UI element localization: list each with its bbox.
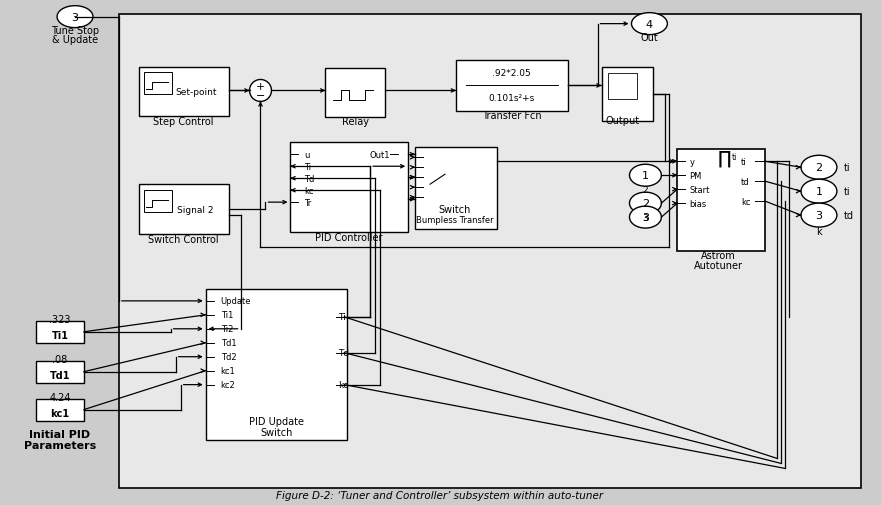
Text: 2: 2 (816, 163, 823, 173)
Text: Figure D-2: ‘Tuner and Controller’ subsystem within auto-tuner: Figure D-2: ‘Tuner and Controller’ subsy… (277, 490, 603, 500)
FancyBboxPatch shape (139, 185, 228, 235)
Text: 3: 3 (642, 213, 648, 222)
Text: kc: kc (304, 186, 314, 195)
Text: 1: 1 (816, 187, 823, 197)
Text: .08: .08 (53, 354, 68, 364)
Text: 2: 2 (642, 199, 649, 209)
Text: +: + (255, 82, 265, 92)
FancyBboxPatch shape (608, 74, 638, 100)
FancyBboxPatch shape (325, 68, 385, 118)
Text: Ti: Ti (304, 163, 312, 171)
FancyBboxPatch shape (144, 73, 172, 95)
Text: td: td (844, 211, 854, 221)
Text: −: − (255, 91, 265, 101)
Text: Td2: Td2 (220, 352, 236, 362)
FancyBboxPatch shape (36, 399, 84, 421)
Text: Td: Td (338, 348, 350, 358)
FancyBboxPatch shape (602, 67, 654, 122)
Text: 0.101s²+s: 0.101s²+s (489, 94, 535, 103)
Text: 4.24: 4.24 (49, 392, 70, 402)
Text: PID Update: PID Update (249, 416, 304, 426)
Text: Start: Start (689, 185, 710, 194)
FancyBboxPatch shape (205, 289, 347, 440)
Text: .323: .323 (49, 314, 70, 324)
Text: 3: 3 (816, 211, 823, 221)
Ellipse shape (801, 180, 837, 204)
Text: Switch: Switch (439, 205, 471, 215)
Text: u: u (304, 150, 310, 160)
FancyBboxPatch shape (139, 67, 228, 117)
FancyBboxPatch shape (36, 361, 84, 383)
Ellipse shape (57, 7, 93, 29)
Text: kc: kc (741, 197, 751, 206)
Text: 3: 3 (642, 213, 649, 223)
Text: Out: Out (640, 32, 658, 42)
Text: Update: Update (220, 297, 251, 306)
Text: Ti1: Ti1 (220, 311, 233, 320)
FancyBboxPatch shape (119, 15, 861, 488)
Ellipse shape (630, 165, 662, 187)
FancyBboxPatch shape (291, 143, 408, 233)
Text: 2: 2 (642, 185, 648, 194)
Text: Autotuner: Autotuner (693, 261, 743, 271)
Text: Switch Control: Switch Control (148, 234, 219, 244)
Text: k: k (816, 227, 822, 236)
Text: Ti: Ti (338, 313, 346, 322)
Text: ti: ti (844, 163, 850, 173)
Text: 4: 4 (646, 20, 653, 30)
Text: kc1: kc1 (220, 367, 235, 375)
Text: td: td (741, 177, 750, 186)
Text: Td: Td (304, 174, 315, 183)
Text: .92*2.05: .92*2.05 (492, 69, 531, 78)
Text: y: y (689, 158, 694, 167)
FancyBboxPatch shape (144, 191, 172, 213)
Text: 1: 1 (642, 171, 649, 181)
Circle shape (249, 80, 271, 102)
Text: kc: kc (338, 380, 349, 389)
Text: ti: ti (741, 158, 747, 167)
Text: Td1: Td1 (220, 338, 236, 347)
Text: Ti1: Ti1 (52, 330, 69, 340)
Text: Set-point: Set-point (175, 88, 217, 97)
Text: Bumpless Transfer: Bumpless Transfer (416, 215, 493, 224)
Text: Switch: Switch (260, 427, 292, 437)
FancyBboxPatch shape (415, 148, 497, 230)
Text: Out1: Out1 (370, 150, 390, 160)
FancyBboxPatch shape (677, 150, 765, 251)
Text: Signal 2: Signal 2 (177, 205, 214, 214)
Text: bias: bias (689, 199, 707, 208)
Text: ti: ti (844, 187, 850, 197)
Text: PM: PM (689, 171, 701, 180)
Text: Step Control: Step Control (153, 117, 214, 127)
Text: Relay: Relay (342, 117, 369, 127)
Text: Tune Stop: Tune Stop (51, 26, 99, 35)
Text: PID Controller: PID Controller (315, 233, 382, 242)
Ellipse shape (632, 14, 668, 35)
FancyBboxPatch shape (36, 321, 84, 343)
Text: Initial PID: Initial PID (29, 430, 91, 440)
Text: Transfer Fcn: Transfer Fcn (482, 111, 542, 121)
Text: ∏: ∏ (717, 149, 731, 167)
Text: 3: 3 (71, 13, 78, 23)
Text: & Update: & Update (52, 34, 98, 44)
Text: Td1: Td1 (50, 370, 70, 380)
Text: Tr: Tr (304, 198, 312, 207)
Ellipse shape (630, 207, 662, 229)
Text: kc2: kc2 (220, 380, 235, 389)
Text: Output: Output (605, 116, 640, 126)
Text: Astrom: Astrom (701, 250, 736, 261)
Text: ti: ti (731, 153, 737, 162)
Ellipse shape (801, 204, 837, 228)
Text: Parameters: Parameters (24, 440, 96, 450)
Ellipse shape (630, 193, 662, 215)
Ellipse shape (801, 156, 837, 180)
FancyBboxPatch shape (456, 61, 567, 112)
Text: kc1: kc1 (50, 408, 70, 418)
Text: Ti2: Ti2 (220, 325, 233, 334)
